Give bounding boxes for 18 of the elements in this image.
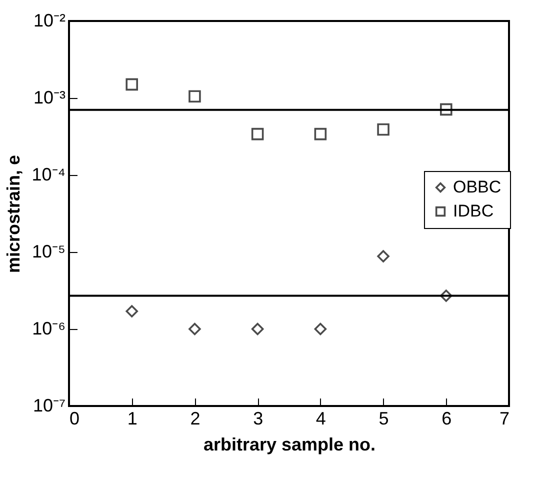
x-axis-title: arbitrary sample no. [203, 434, 376, 454]
x-tick-label: 1 [127, 408, 138, 428]
legend-label: OBBC [453, 178, 502, 196]
x-tick-label: 7 [499, 408, 510, 428]
y-tick-label: 10⁻⁴ [32, 164, 66, 184]
x-tick-label: 4 [316, 408, 326, 428]
y-axis-title: microstrain, e [4, 154, 24, 274]
x-tick-label: 5 [378, 408, 389, 428]
legend-label: IDBC [453, 202, 494, 220]
y-tick-label: 10⁻⁷ [32, 396, 66, 416]
x-tick-label: 0 [70, 408, 80, 428]
y-tick-label: 10⁻² [33, 10, 66, 30]
x-tick-label: 2 [190, 408, 200, 428]
y-tick-label: 10⁻⁶ [32, 318, 66, 338]
x-tick-label: 3 [253, 408, 264, 428]
y-tick-label: 10⁻³ [33, 88, 66, 108]
x-tick-label: 6 [442, 408, 452, 428]
y-tick-label: 10⁻⁵ [32, 242, 66, 262]
